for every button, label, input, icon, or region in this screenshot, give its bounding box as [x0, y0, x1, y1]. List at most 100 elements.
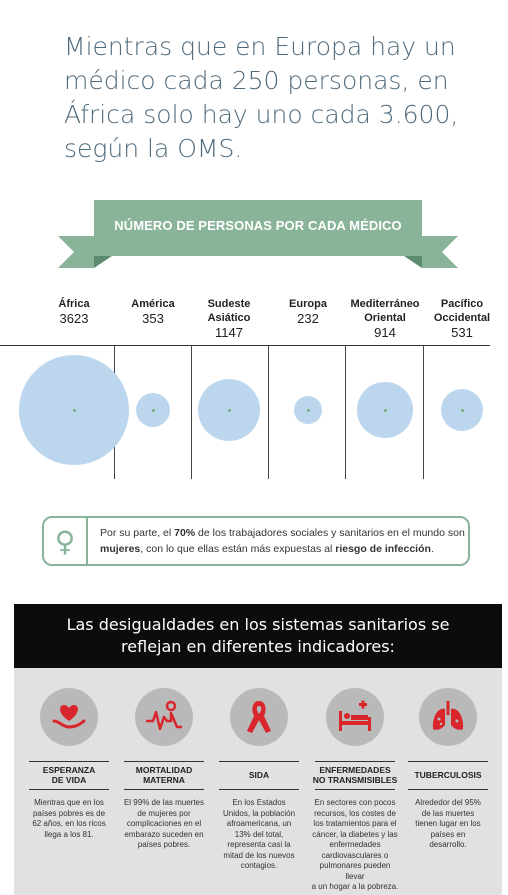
circle-center-dot	[72, 408, 76, 412]
indicator-text-line: 13% del total,	[234, 829, 284, 839]
indicator-title: Tuberculosis	[403, 770, 493, 780]
indicator-title-line: materna	[143, 775, 185, 785]
headline: Mientras que en Europa hay un médico cad…	[64, 32, 459, 163]
region-value: 3623	[59, 311, 89, 326]
indicator-text-line: países pobres.	[137, 840, 191, 849]
indicator-rule-bottom	[408, 789, 488, 790]
circle-center-dot	[460, 408, 464, 412]
region-name: África	[58, 298, 90, 310]
indicator-rule-bottom	[124, 789, 204, 790]
column-separator	[423, 345, 424, 479]
region-name: Occidental	[433, 312, 491, 324]
indicator-text-line: llega a los 81.	[44, 829, 94, 839]
maternal-heartbeat-icon	[135, 688, 193, 746]
indicator-text-line: Alrededor del 95%	[415, 798, 481, 807]
women-workers-text: Por su parte, el 70% de los trabajadores…	[100, 527, 465, 555]
indicator-text: Mientras que en los países pobres es de 62…	[24, 798, 114, 840]
region-name: Mediterráneo	[350, 298, 420, 310]
indicator-text-line: de las muertes	[421, 808, 475, 818]
column-separator	[191, 345, 192, 479]
heart-hand-icon	[40, 688, 98, 746]
region-label: América 353	[108, 297, 198, 326]
indicator-text-line: 62 años, en los ricos	[32, 819, 106, 828]
region-name: Oriental	[364, 312, 406, 324]
column-separator	[345, 345, 346, 479]
indicator-text-line: El 99% de las muertes	[123, 798, 205, 807]
indicator-title-line: Esperanza	[42, 765, 96, 775]
women-workers-callout: ♀ Por su parte, el 70% de los trabajador…	[42, 516, 470, 566]
indicator-title-line: de vida	[51, 775, 87, 785]
indicator-text-line: enfermedades	[329, 840, 381, 849]
indicator-title: Enfermedades no transmisibles	[310, 765, 400, 785]
indicator-text-line: pulmonares pueden llevar	[319, 861, 391, 881]
region-label: África 3623	[29, 297, 119, 326]
indicator-title: Esperanza de vida	[24, 765, 114, 785]
indicator-text-line: países pobres es de	[32, 808, 106, 818]
indicator-text: En los Estados Unidos, la población afroam…	[214, 798, 304, 872]
indicator-title: Mortalidad materna	[119, 765, 209, 785]
indicator-title-line: Tuberculosis	[414, 770, 482, 780]
indicator-text-line: los tratamientos para el	[313, 819, 397, 828]
indicator-title-line: Mortalidad	[135, 765, 193, 775]
indicator-title-line: Sida	[248, 770, 270, 780]
region-value: 1147	[215, 325, 243, 340]
indicator-text-line: Mientras que en los	[34, 798, 104, 807]
indicator-text-line: En los Estados	[232, 798, 286, 807]
indicator-rule-bottom	[29, 789, 109, 790]
hospital-bed-icon	[326, 688, 384, 746]
circle-center-dot	[306, 408, 310, 412]
circle-center-dot	[383, 408, 387, 412]
region-value: 232	[297, 311, 319, 326]
indicators-title-line-1: Las desigualdades en los sistemas sanita…	[66, 615, 450, 634]
indicators-title-line-2: reflejan en diferentes indicadores:	[121, 637, 395, 656]
aids-ribbon-icon	[230, 688, 288, 746]
region-label: Sudeste Asiático 1147	[184, 297, 274, 340]
indicator-text-line: representa casi la	[227, 840, 291, 849]
indicator-text: Alrededor del 95% de las muertes tienen lu…	[403, 798, 493, 851]
indicator-rule-top	[29, 761, 109, 762]
indicator-rule-top	[408, 761, 488, 762]
female-symbol-icon: ♀	[44, 518, 88, 564]
indicator-text-line: tienen lugar en los	[415, 819, 481, 828]
indicator-text-line: países en	[430, 829, 466, 839]
circle-center-dot	[151, 408, 155, 412]
indicator-text-line: contagios.	[240, 861, 278, 870]
circle-center-dot	[227, 408, 231, 412]
indicator-rule-bottom	[219, 789, 299, 790]
region-value: 353	[142, 311, 164, 326]
region-label: Pacífico Occidental 531	[417, 297, 507, 340]
region-value: 531	[451, 325, 473, 340]
indicator-text-line: recursos, los costes de	[314, 808, 396, 818]
indicator-text-line: a un hogar a la pobreza.	[311, 882, 399, 891]
indicators-panel: Esperanza de vida Mientras que en los paíse…	[14, 668, 502, 895]
region-label: Mediterráneo Oriental 914	[340, 297, 430, 340]
indicator-text: El 99% de las muertes de mujeres por compl…	[119, 798, 209, 851]
indicator-text-line: de mujeres por	[137, 808, 191, 818]
indicator-text-line: mitad de los nuevos	[223, 850, 295, 860]
indicator-title-line: Enfermedades	[319, 765, 391, 775]
region-value: 914	[374, 325, 396, 340]
region-name: Asiático	[207, 312, 251, 324]
indicator-text-line: embarazo suceden en	[124, 829, 204, 839]
region-name: Pacífico	[440, 298, 484, 310]
indicator-rule-bottom	[315, 789, 395, 790]
region-label: Europa 232	[263, 297, 353, 326]
indicator-text-line: cáncer, la diabetes y las	[312, 829, 398, 839]
indicator-text-line: afroamericana, un	[226, 819, 292, 828]
indicator-text-line: desarrollo.	[429, 840, 467, 849]
indicator-text-line: cardiovasculares o	[321, 850, 389, 860]
region-name: América	[131, 298, 175, 310]
chart-divider-line	[0, 345, 490, 346]
indicators-header: Las desigualdades en los sistemas sanita…	[14, 604, 502, 668]
indicator-rule-top	[219, 761, 299, 762]
indicator-text-line: Unidos, la población	[222, 808, 296, 818]
indicator-text: En sectores con pocos recursos, los coste…	[310, 798, 400, 893]
regions-chart: África 3623 América 353 Sudeste Asiático 1147 E…	[0, 297, 508, 487]
ribbon-title: NÚMERO DE PERSONAS POR CADA MÉDICO	[114, 217, 402, 233]
ribbon-banner: NÚMERO DE PERSONAS POR CADA MÉDICO	[58, 200, 458, 268]
indicator-rule-top	[315, 761, 395, 762]
column-separator	[268, 345, 269, 479]
region-name: Sudeste	[207, 298, 251, 310]
indicator-text-line: complicaciones en el	[126, 819, 202, 828]
region-name: Europa	[289, 298, 327, 310]
